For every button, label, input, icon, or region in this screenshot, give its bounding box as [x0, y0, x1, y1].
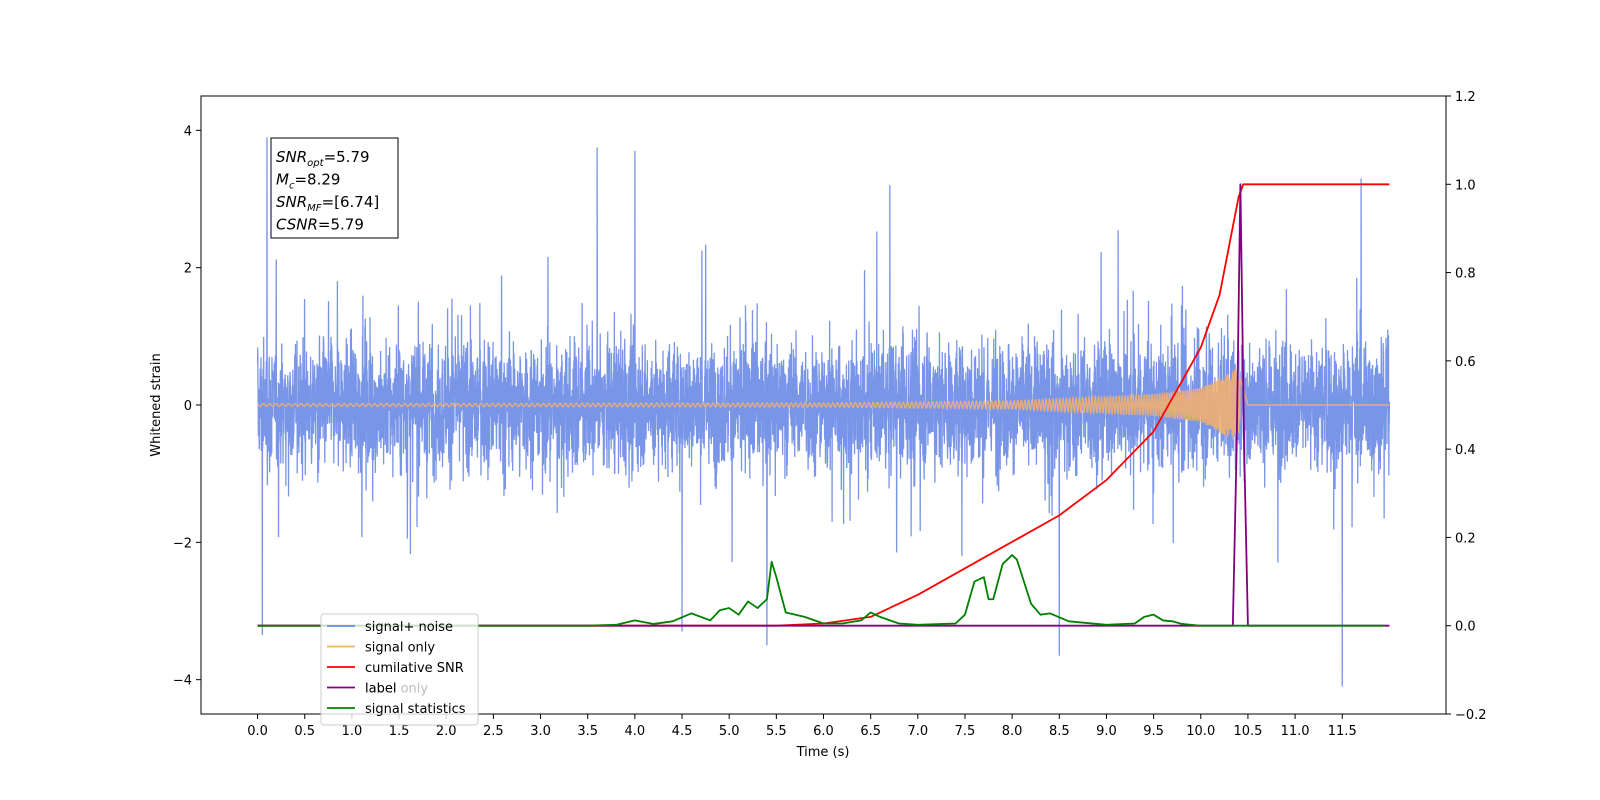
y2-tick-label: 0.2: [1455, 531, 1476, 546]
y2-tick-label: −0.2: [1455, 708, 1487, 723]
x-tick-label: 6.5: [860, 724, 881, 739]
series-signal-statistics: [257, 554, 1385, 627]
y-axis-title: Whitened strain: [149, 353, 164, 456]
x-tick-label: 9.0: [1096, 724, 1117, 739]
y-tick-label: −2: [173, 536, 192, 551]
x-tick-label: 3.5: [577, 724, 598, 739]
annotation-frame: [270, 137, 399, 239]
y2-tick-label: 0.0: [1455, 620, 1476, 635]
y-tick-label: 0: [184, 399, 192, 414]
x-tick-label: 4.0: [625, 724, 646, 739]
series-layer: [256, 137, 1391, 687]
x-tick-label: 0.5: [294, 724, 315, 739]
x-tick-label: 6.0: [813, 724, 834, 739]
y2-tick-label: 0.8: [1455, 267, 1476, 282]
x-tick-label: 7.5: [955, 724, 976, 739]
y2-tick-label: 0.4: [1455, 443, 1476, 458]
x-tick-label: 5.5: [766, 724, 787, 739]
x-axis-title: Time (s): [796, 745, 850, 760]
annotation-line: SNRMF=[6.74]: [276, 193, 379, 214]
y2-tick-label: 0.6: [1455, 355, 1476, 370]
y-tick-label: −4: [173, 674, 192, 689]
legend-label: label: [365, 682, 396, 697]
x-tick-label: 3.0: [530, 724, 551, 739]
x-tick-label: 2.5: [483, 724, 504, 739]
legend-signal-only: signal only: [365, 641, 435, 656]
series-cumulative-snr: [257, 183, 1390, 627]
x-tick-label: 10.0: [1186, 724, 1215, 739]
x-tick-label: 1.5: [389, 724, 410, 739]
y-axis-right: −0.2 0.0 0.2 0.4 0.6 0.8 1.0 1.2: [1446, 90, 1487, 723]
x-tick-label: 4.5: [672, 724, 693, 739]
legend-frame: [320, 613, 479, 726]
annotation-line: Mc=8.29: [276, 171, 340, 192]
legend-signal-statistics: signal statistics: [365, 702, 466, 717]
x-tick-label: 10.5: [1233, 724, 1262, 739]
annotation-line: SNRopt=5.79: [276, 148, 370, 169]
x-tick-label: 0.0: [247, 724, 268, 739]
y-tick-label: 2: [184, 262, 192, 277]
series-signal-only: [257, 368, 1390, 440]
legend-signal-noise: signal+ noise: [365, 620, 453, 635]
legend: signal+ noise signal only cumilative SNR la…: [320, 613, 479, 726]
annotation-line: CSNR=5.79: [276, 216, 364, 234]
y2-tick-label: 1.0: [1455, 178, 1476, 193]
y2-tick-label: 1.2: [1455, 90, 1476, 105]
y-axis-left: −4 −2 0 2 4: [173, 124, 201, 689]
x-tick-label: 9.5: [1143, 724, 1164, 739]
x-tick-label: 5.0: [719, 724, 740, 739]
x-tick-label: 11.5: [1328, 724, 1357, 739]
legend-ghost-text: label only: [365, 682, 428, 697]
x-tick-label: 8.5: [1049, 724, 1070, 739]
x-tick-label: 8.0: [1002, 724, 1023, 739]
x-tick-label: 7.0: [907, 724, 928, 739]
x-tick-label: 11.0: [1281, 724, 1310, 739]
y-tick-label: 4: [184, 124, 192, 139]
x-tick-label: 2.0: [436, 724, 457, 739]
legend-cumulative-snr: cumilative SNR: [365, 661, 464, 676]
x-axis: 0.0 0.5 1.0 1.5 2.0 2.5 3.0 3.5 4.0 4.5 5.0 5.5 6.0 6…: [247, 714, 1357, 739]
x-tick-label: 1.0: [342, 724, 363, 739]
